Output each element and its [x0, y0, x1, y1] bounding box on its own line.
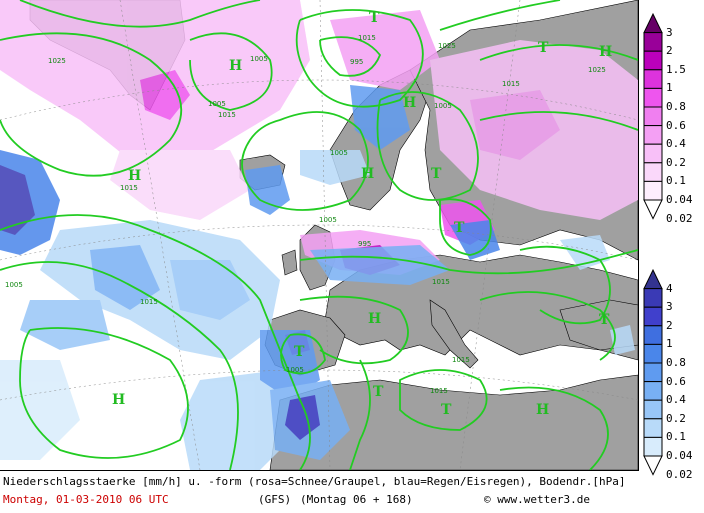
snow-swatch: [643, 162, 663, 182]
rain-swatch: [643, 436, 663, 457]
snow-tick-label: 0.04: [666, 193, 693, 206]
isobar-labels: 1025 1005 1015 995 1005 1015 1005 1015 1…: [5, 34, 606, 395]
snow-tick-label: 2: [666, 44, 673, 58]
low-marker: T: [294, 344, 305, 360]
isobar-label: 1015: [140, 298, 158, 306]
rain-swatch: [643, 325, 663, 345]
rain-tick-label: 0.2: [666, 411, 686, 425]
rain-arrow-top: [643, 268, 663, 290]
snow-tick-label: 1.5: [666, 62, 686, 76]
pressure-centres: H H H H H H H H T T T T T T T T: [112, 10, 612, 418]
high-marker: H: [112, 392, 125, 408]
high-marker: H: [403, 95, 416, 111]
rain-tick-label: 0.8: [666, 356, 686, 369]
rain-swatch: [643, 288, 663, 308]
snow-tick-label: 0.6: [666, 118, 686, 132]
rain-tick-label: 2: [666, 318, 673, 332]
isobar-label: 1025: [588, 66, 606, 74]
isobar-label: 1025: [438, 42, 456, 50]
weather-map: H H H H H H H H T T T T T T T T 1025 100…: [0, 0, 639, 471]
snow-tick-label: 3: [666, 25, 673, 39]
isobar-label: 1005: [286, 366, 304, 374]
low-marker: T: [369, 10, 380, 26]
rain-swatch: [643, 306, 663, 327]
isobar-label: 1015: [358, 34, 376, 42]
isobar-label: 1005: [5, 281, 23, 289]
snow-tick-label: 1: [666, 81, 673, 95]
rain-arrow-bottom: [643, 455, 663, 476]
rain-swatch: [643, 362, 663, 383]
isobar-label: 1005: [434, 102, 452, 110]
high-marker: H: [361, 166, 374, 182]
low-marker: T: [454, 220, 465, 236]
isobar-label: 1015: [432, 278, 450, 286]
snow-swatch: [643, 106, 663, 127]
rain-tick-label: 4: [666, 281, 673, 295]
isobar-label: 1005: [250, 55, 268, 63]
map-description: Niederschlagsstaerke [mm/h] u. -form (ro…: [3, 475, 626, 488]
rain-tick-label: 0.04: [666, 449, 693, 462]
precipitation-legend: 3 2 1.5 1 0.8 0.6 0.4 0.2 0.1 0.04 0.02 4 3 2 1 0.8 0.6…: [640, 0, 704, 513]
forecast-run: (Montag 06 + 168): [300, 493, 413, 506]
high-marker: H: [368, 311, 381, 327]
snow-tick-label: 0.4: [666, 137, 686, 151]
snow-tick-label: 0.02: [666, 211, 693, 225]
low-marker: T: [599, 312, 610, 328]
high-marker: H: [229, 58, 242, 74]
rain-tick-label: 3: [666, 300, 673, 314]
low-marker: T: [538, 40, 549, 56]
snow-swatch: [643, 32, 663, 52]
snow-swatch: [643, 50, 663, 71]
rain-tick-label: 0.1: [666, 430, 686, 444]
isobar-label: 1015: [452, 356, 470, 364]
isobar-label: 1025: [48, 57, 66, 65]
rain-swatch: [643, 399, 663, 420]
snow-swatch: [643, 180, 663, 201]
rain-swatch: [643, 418, 663, 438]
rain-colorbar: [643, 268, 663, 476]
isobar-label: 995: [358, 240, 371, 248]
snow-swatch: [643, 69, 663, 89]
isobar-label: 1015: [218, 111, 236, 119]
caption-bar: Niederschlagsstaerke [mm/h] u. -form (ro…: [0, 471, 638, 513]
isobar-label: 995: [350, 58, 363, 66]
snow-colorbar: [643, 12, 663, 220]
isobar-label: 1015: [120, 184, 138, 192]
valid-date: Montag, 01-03-2010 06 UTC: [3, 493, 169, 506]
rain-swatch: [643, 381, 663, 401]
rain-swatch: [643, 343, 663, 364]
map-canvas: H H H H H H H H T T T T T T T T 1025 100…: [0, 0, 638, 470]
high-marker: H: [599, 44, 612, 60]
rain-tick-label: 0.6: [666, 374, 686, 388]
model-name: (GFS): [258, 493, 292, 506]
legend-bars: [643, 12, 663, 476]
rain-tick-label: 1: [666, 337, 673, 351]
isobar-label: 1005: [319, 216, 337, 224]
isobars: [0, 0, 638, 470]
snow-tick-label: 0.8: [666, 100, 686, 113]
rain-tick-label: 0.02: [666, 467, 693, 481]
high-marker: H: [536, 402, 549, 418]
snow-tick-label: 0.1: [666, 174, 686, 188]
source-site[interactable]: © www.wetter3.de: [484, 493, 590, 506]
snow-swatch: [643, 143, 663, 164]
rain-areas: [0, 85, 635, 470]
rain-tick-label: 0.4: [666, 393, 686, 407]
isobar-label: 1015: [502, 80, 520, 88]
isobar-label: 1015: [430, 387, 448, 395]
snow-tick-label: 0.2: [666, 155, 686, 169]
isobar-label: 1005: [330, 149, 348, 157]
low-marker: T: [441, 402, 452, 418]
snow-arrow-top: [643, 12, 663, 34]
snow-arrow-bottom: [643, 199, 663, 220]
low-marker: T: [373, 384, 384, 400]
high-marker: H: [128, 168, 141, 184]
snow-swatch: [643, 87, 663, 108]
snow-swatch: [643, 125, 663, 145]
low-marker: T: [431, 166, 442, 182]
isobar-label: 1005: [208, 100, 226, 108]
